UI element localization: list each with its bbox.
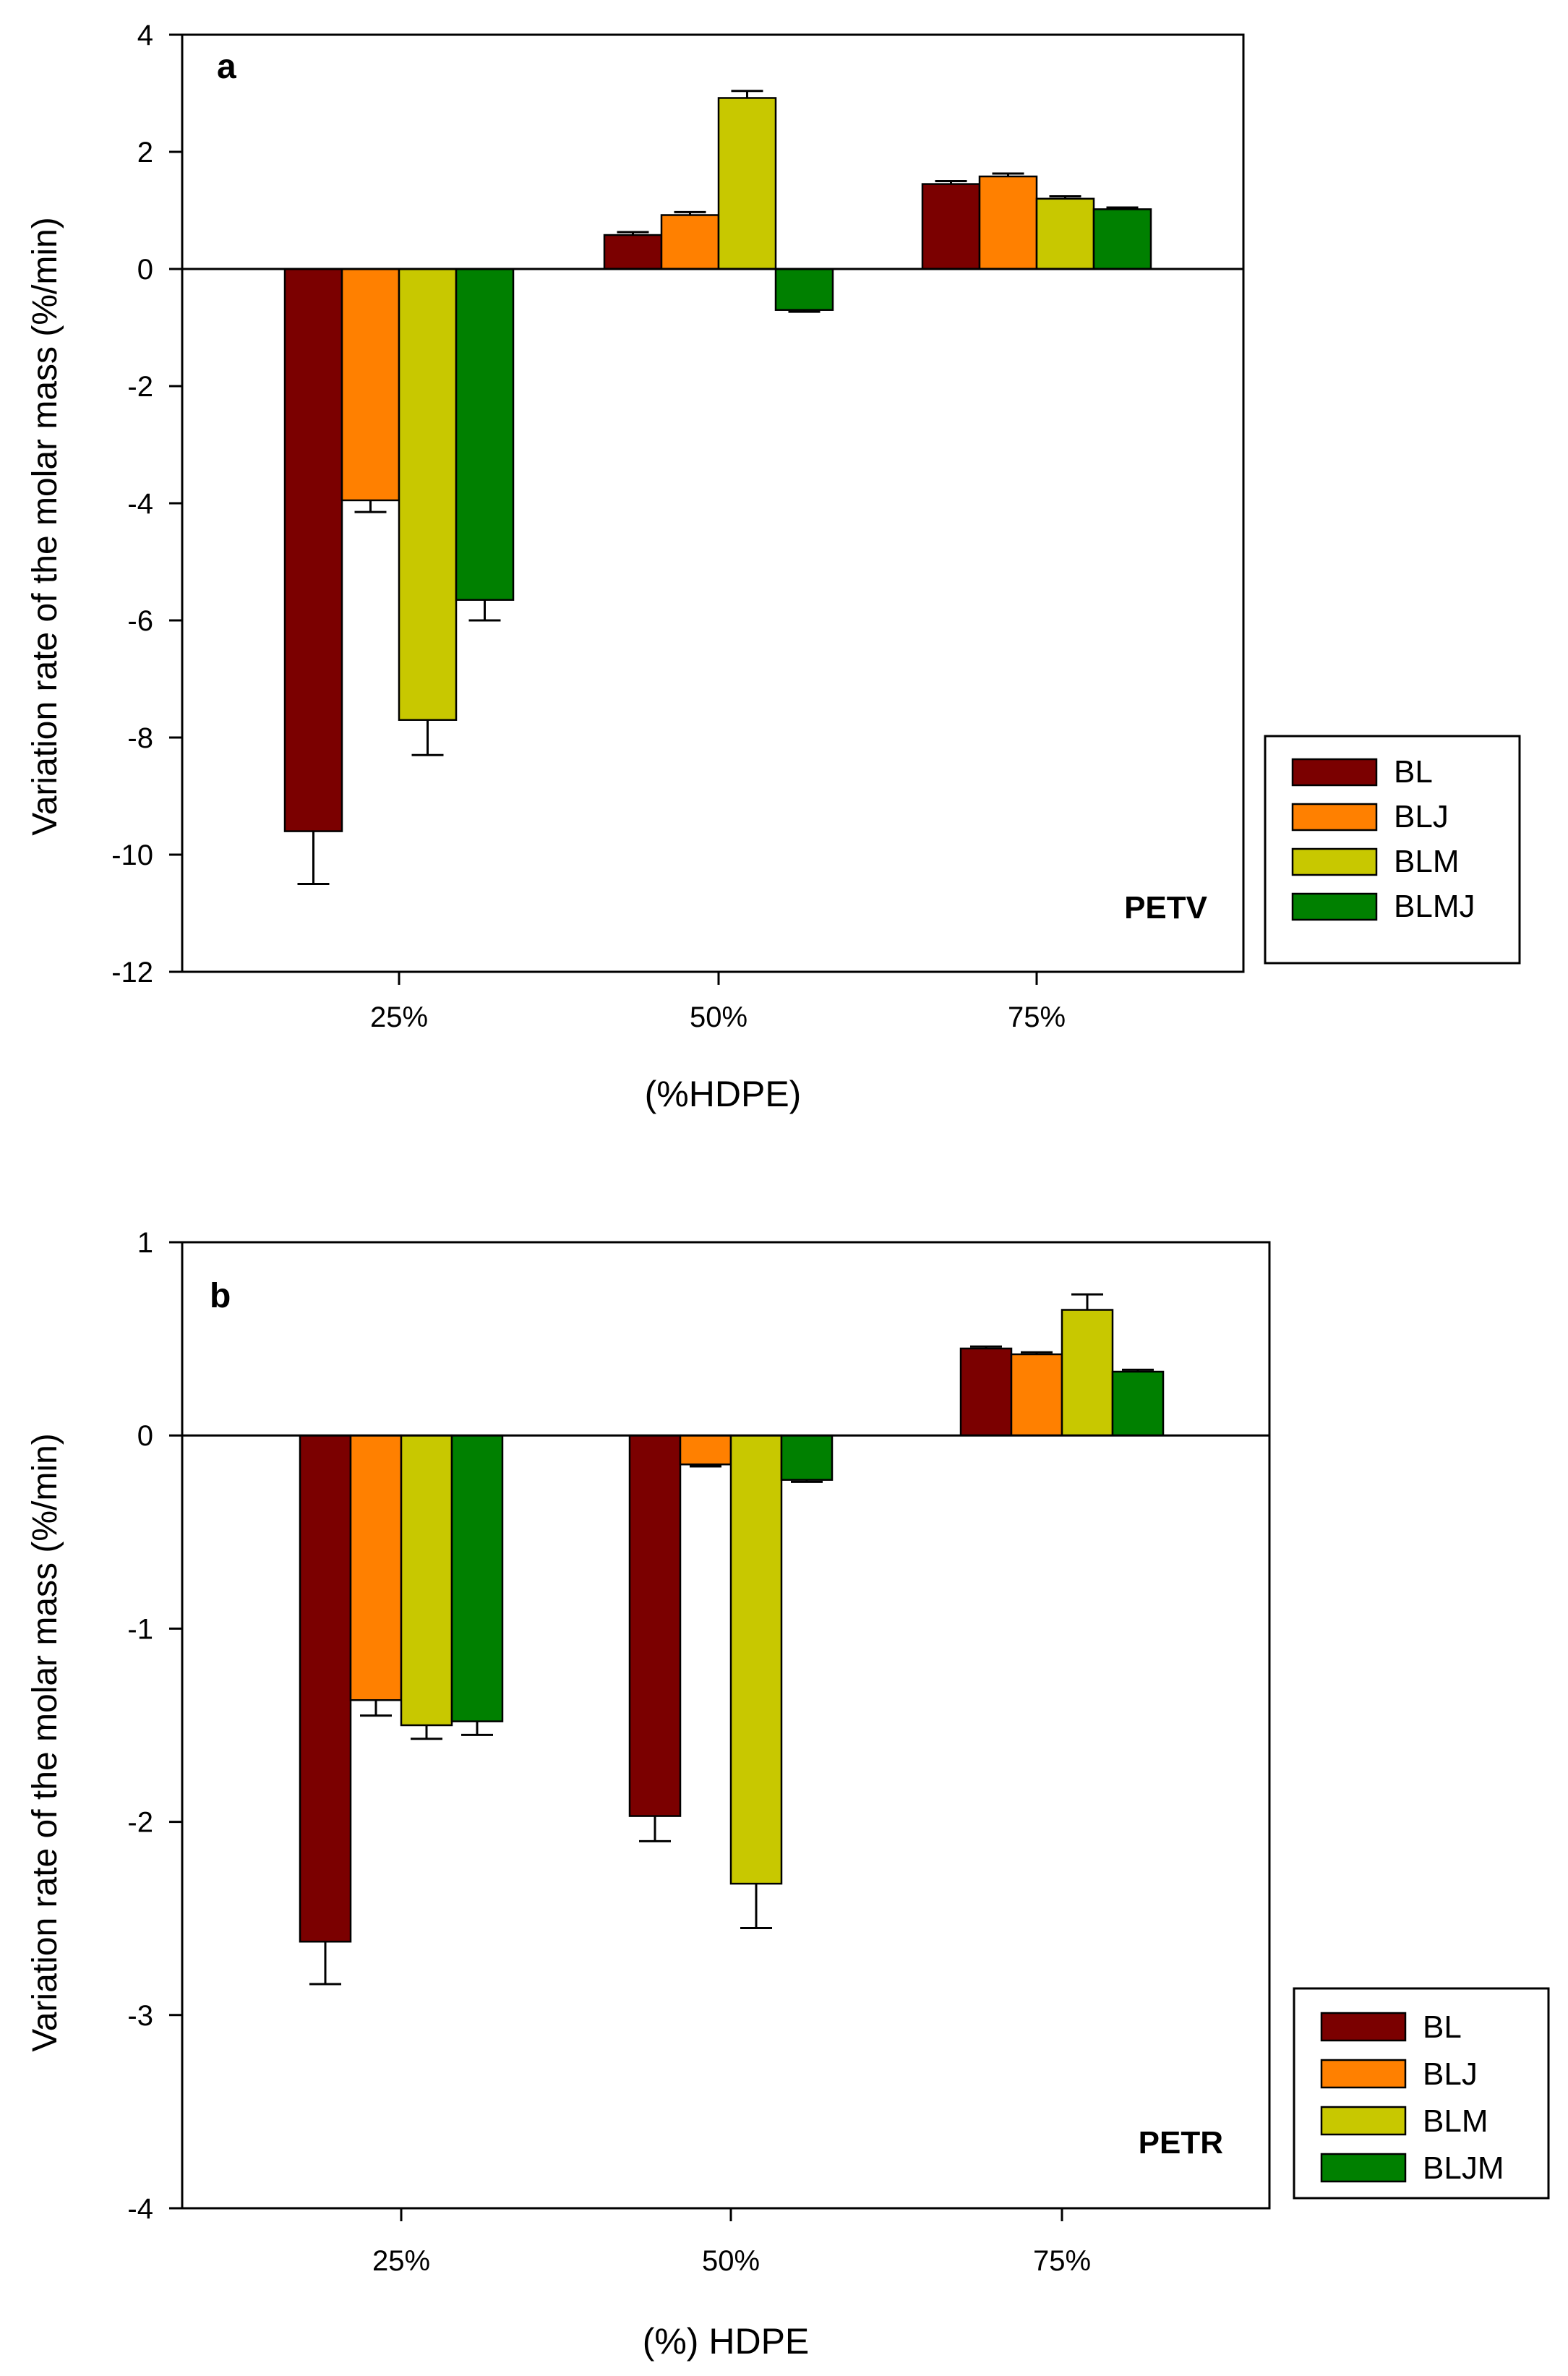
y-tick-label: 2 [137, 137, 153, 168]
bar-BLM-75% [1035, 197, 1095, 270]
chart-panel-b: 1 0 -1 -2 -3 -4 25% 50% 75% (%) HDPE Variation rat… [26, 1227, 1550, 2362]
bar-BLMJ-75% [1092, 208, 1152, 270]
y-tick-label: -1 [127, 1613, 153, 1645]
y-tick-label: 4 [137, 20, 153, 51]
bar-BLJM-25% [450, 1434, 504, 1722]
x-tick-label: 25% [372, 2245, 430, 2277]
y-tick-label: -2 [127, 371, 153, 403]
legend-swatch-BLM [1291, 847, 1378, 876]
y-tick-label: -8 [127, 722, 153, 754]
bar-BL-75% [959, 1347, 1013, 1437]
y-axis-label: Variation rate of the molar mass (%/min) [26, 217, 64, 835]
legend-label-BLJM: BLJM [1423, 2150, 1504, 2186]
legend-swatch-BL [1291, 758, 1378, 787]
bar-BL-50% [603, 234, 663, 270]
legend: BL BLJ BLM BLMJ [1264, 735, 1521, 965]
y-tick-label: -10 [111, 839, 153, 871]
y-tick-label: -3 [127, 2000, 153, 2032]
x-tick-label: 75% [1033, 2245, 1091, 2277]
bar-BLJ-25% [349, 1434, 403, 1701]
bar-BL-50% [628, 1434, 682, 1817]
legend-swatch-BLJ [1320, 2059, 1407, 2089]
bar-BLM-75% [1061, 1309, 1114, 1437]
bar-BL-75% [921, 183, 981, 270]
x-axis-label: (%) HDPE [643, 2321, 810, 2362]
bar-BLJM-50% [780, 1434, 834, 1481]
legend-swatch-BLM [1320, 2106, 1407, 2136]
x-tick-label: 25% [370, 1001, 428, 1033]
chart-annotation: PETR [1139, 2125, 1223, 2161]
panel-label: b [210, 1277, 231, 1315]
x-tick-label: 50% [690, 1001, 747, 1033]
y-tick-label: -6 [127, 605, 153, 637]
bar-BLM-50% [729, 1434, 783, 1885]
bar-BLM-25% [400, 1434, 453, 1727]
y-tick-label: 0 [137, 254, 153, 286]
y-tick-label: -2 [127, 1807, 153, 1839]
bar-BLJM-75% [1111, 1370, 1165, 1437]
bar-BLJ-50% [660, 214, 720, 270]
bar-BLM-25% [398, 268, 458, 721]
y-tick-label: 0 [137, 1420, 153, 1452]
x-axis-label: (%HDPE) [645, 1074, 802, 1114]
panel-label: a [217, 48, 236, 86]
bar-BLMJ-50% [774, 268, 834, 311]
legend-swatch-BLJ [1291, 803, 1378, 832]
bar-BLJ-50% [679, 1434, 732, 1466]
bar-BLJ-75% [978, 175, 1038, 270]
plot-frame [181, 1241, 1271, 2210]
legend-label-BLM: BLM [1423, 2103, 1488, 2139]
y-tick-label: -4 [127, 488, 153, 520]
legend-swatch-BL [1320, 2012, 1407, 2042]
legend-label-BLJ: BLJ [1394, 799, 1449, 834]
legend-label-BLM: BLM [1394, 844, 1459, 879]
y-axis-label: Variation rate of the molar mass (%/min) [26, 1433, 64, 2051]
legend-label-BLMJ: BLMJ [1394, 889, 1475, 924]
x-tick-label: 50% [702, 2245, 760, 2277]
chart-panel-a: 4 2 0 -2 -4 -6 -8 -10 -12 25% 50% 75% (%HDPE) Variati… [26, 20, 1521, 1114]
bar-BLMJ-25% [455, 268, 515, 601]
legend-label-BL: BL [1394, 754, 1433, 790]
bar-BLJ-75% [1010, 1353, 1063, 1437]
chart-annotation: PETV [1124, 890, 1208, 926]
x-tick-label: 75% [1008, 1001, 1066, 1033]
legend: BL BLJ BLM BLJM [1293, 1987, 1550, 2200]
legend-swatch-BLJM [1320, 2153, 1407, 2183]
y-tick-label: 1 [137, 1227, 153, 1259]
y-tick-label: -12 [111, 957, 153, 988]
bar-BLM-50% [717, 97, 777, 270]
bar-BL-25% [299, 1434, 352, 1943]
legend-swatch-BLMJ [1291, 892, 1378, 921]
bar-BL-25% [283, 268, 343, 832]
legend-label-BLJ: BLJ [1423, 2056, 1478, 2092]
bar-BLJ-25% [340, 268, 400, 502]
y-tick-label: -4 [127, 2193, 153, 2225]
legend-label-BL: BL [1423, 2009, 1462, 2045]
